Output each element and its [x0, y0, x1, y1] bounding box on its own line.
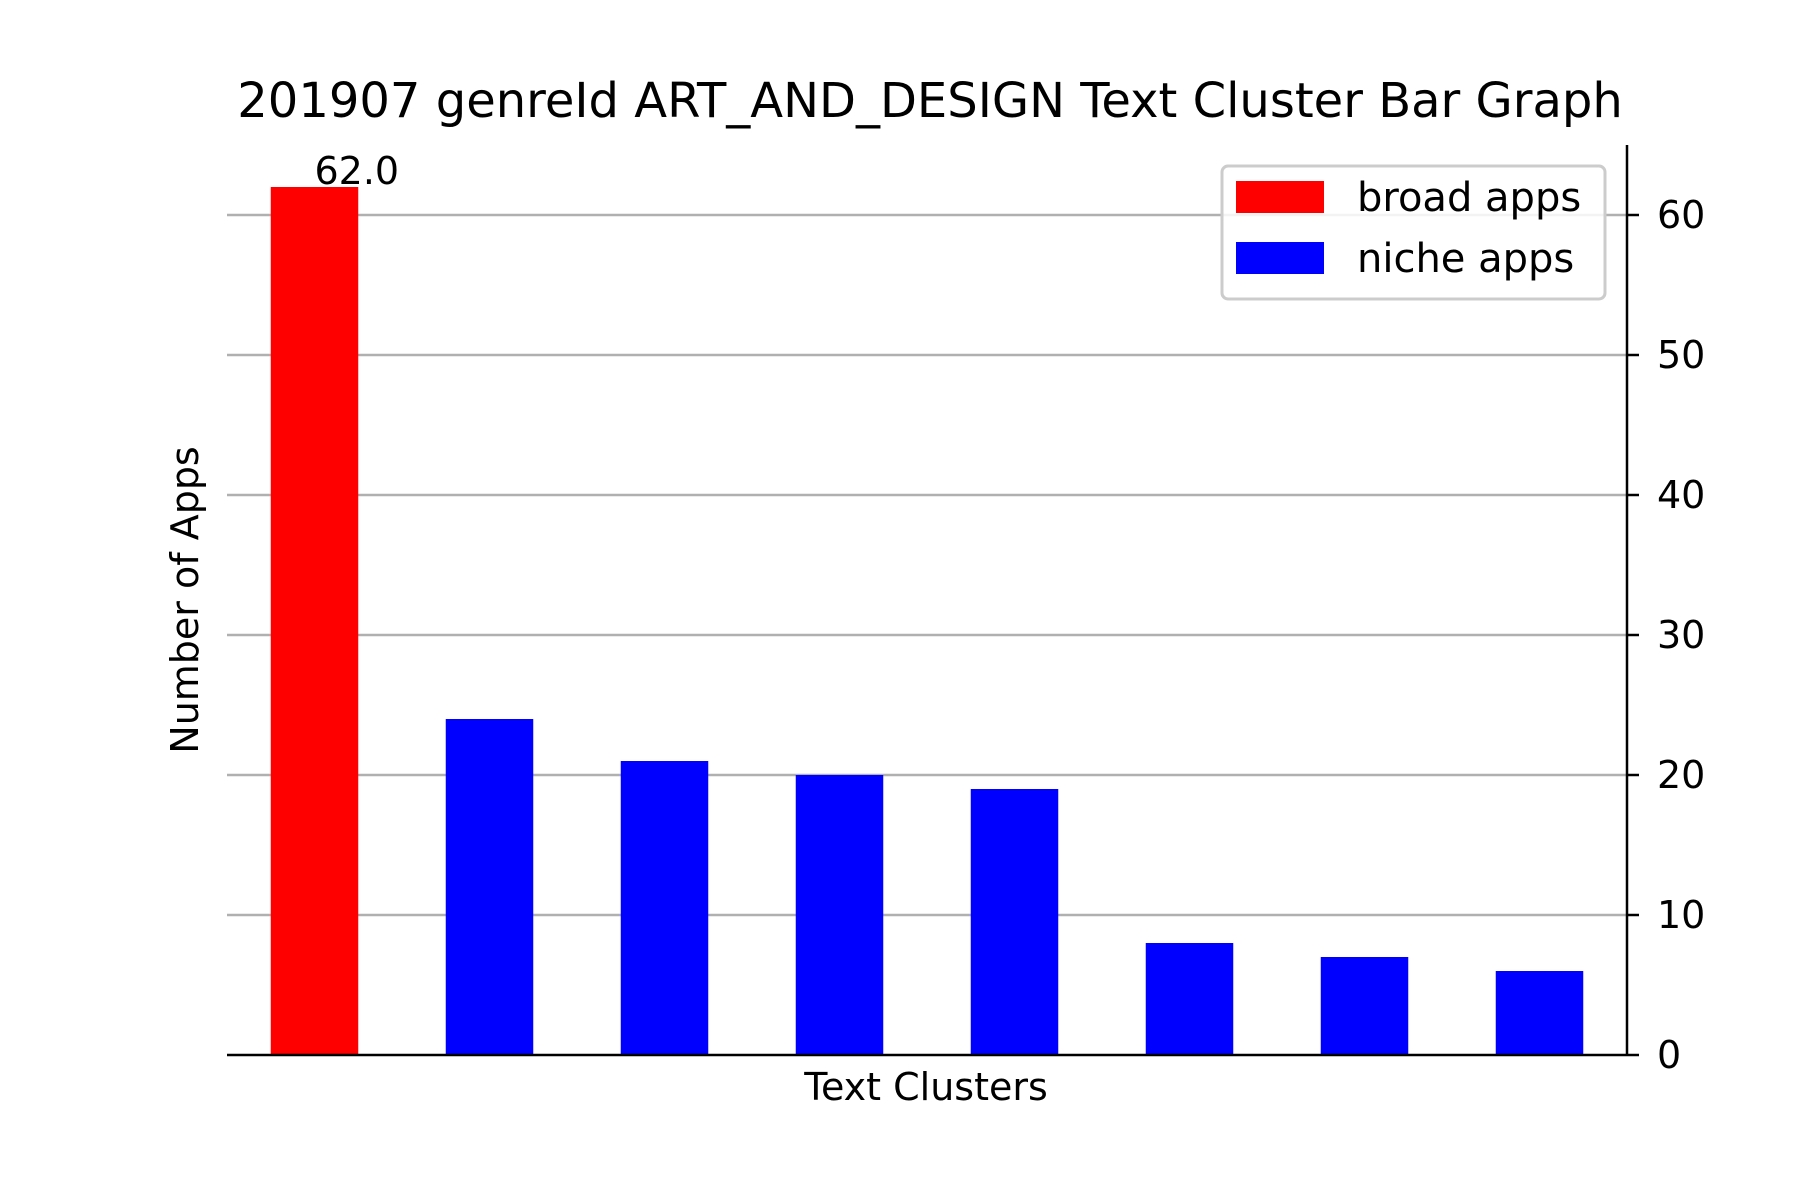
bar-niche-apps-7: [1495, 971, 1584, 1055]
legend-swatch-broad-apps: [1236, 181, 1324, 213]
bar-niche-apps-6: [1320, 957, 1409, 1055]
legend-swatch-niche-apps: [1236, 242, 1324, 274]
y-tick-label-60: 60: [1657, 193, 1705, 237]
bar-broad-apps-0: [270, 187, 359, 1055]
y-tick-label-40: 40: [1657, 473, 1705, 517]
y-tick-label-50: 50: [1657, 333, 1705, 377]
axes: 0 10 20 30 40 50 60: [227, 145, 1705, 1077]
bar-niche-apps-3: [795, 775, 884, 1055]
bar-niche-apps-2: [620, 761, 709, 1055]
chart-title: 201907 genreId ART_AND_DESIGN Text Clust…: [237, 73, 1623, 129]
annotations: 62.0: [315, 149, 400, 193]
y-tick-label-20: 20: [1657, 753, 1705, 797]
legend: broad apps niche apps: [1220, 164, 1607, 301]
bar-niche-apps-5: [1145, 943, 1234, 1055]
legend-label-broad-apps: broad apps: [1357, 175, 1581, 221]
y-tick-label-0: 0: [1657, 1033, 1681, 1077]
bar-niche-apps-1: [445, 719, 534, 1055]
y-tick-label-30: 30: [1657, 613, 1705, 657]
x-axis-label: Text Clusters: [803, 1065, 1048, 1109]
gridlines: [227, 213, 1627, 917]
y-axis-label: Number of Apps: [163, 446, 207, 753]
bar-niche-apps-4: [970, 789, 1059, 1055]
data-label-0: 62.0: [315, 149, 400, 193]
legend-label-niche-apps: niche apps: [1357, 236, 1574, 282]
bars: [270, 187, 1584, 1055]
y-tick-label-10: 10: [1657, 893, 1705, 937]
